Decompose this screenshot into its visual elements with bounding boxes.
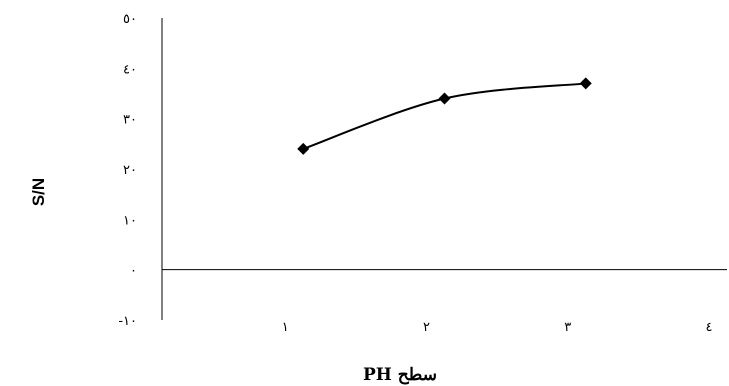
data-point-marker xyxy=(297,142,310,155)
series-layer xyxy=(297,77,592,155)
x-tick-label: ٤ xyxy=(706,320,713,335)
y-tick-label: -١٠ xyxy=(118,314,137,329)
tick-labels: ٥٠ ٤٠ ٣٠ ٢٠ ١٠ ٠ -١٠ ١ ٢ ٣ ٤ xyxy=(118,12,712,335)
y-tick-label: ٢٠ xyxy=(123,163,137,178)
y-tick-label: ٤٠ xyxy=(123,62,137,77)
data-point-marker xyxy=(438,92,451,105)
x-tick-label: ١ xyxy=(282,320,289,335)
y-axis-label: S/N xyxy=(29,178,48,206)
y-tick-label: ٠ xyxy=(130,264,137,279)
x-tick-label: ٢ xyxy=(423,320,430,335)
axes xyxy=(161,18,727,320)
y-tick-label: ٣٠ xyxy=(123,113,137,128)
x-axis-label: سطح PH xyxy=(363,365,437,385)
x-tick-label: ٣ xyxy=(564,320,571,335)
data-point-marker xyxy=(579,77,592,90)
y-tick-label: ٥٠ xyxy=(123,12,137,27)
y-tick-label: ١٠ xyxy=(123,213,137,228)
